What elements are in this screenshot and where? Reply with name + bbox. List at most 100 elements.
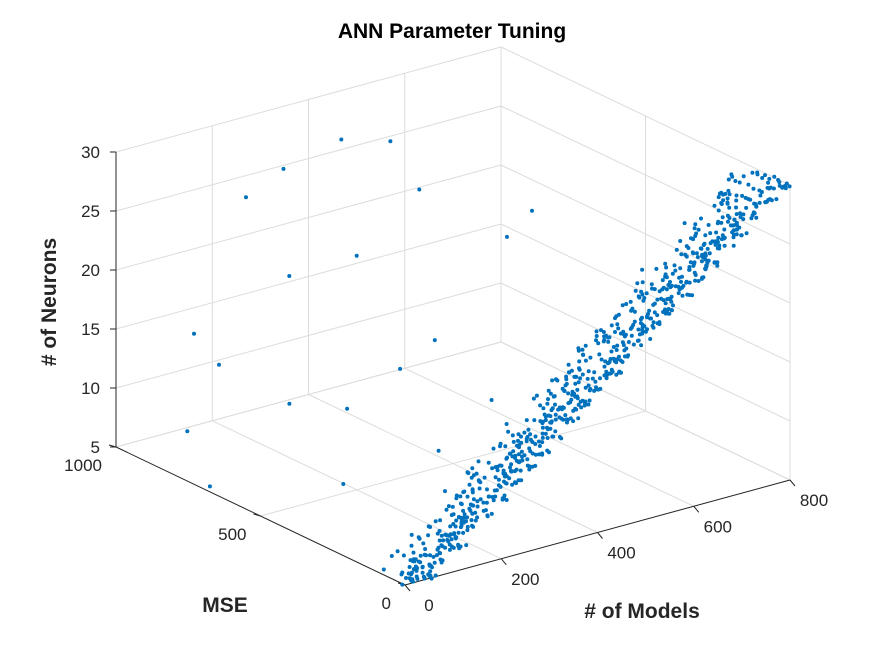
data-point [530,440,535,444]
data-point [606,360,611,365]
data-point [722,243,727,248]
data-point [700,254,704,259]
data-point [454,518,459,523]
data-point [437,529,442,533]
data-point [706,258,711,263]
data-point [581,353,586,357]
data-point [621,332,626,337]
data-points [185,137,792,587]
data-point [655,321,660,326]
data-point [740,193,745,198]
data-point [763,200,768,205]
data-point [560,386,565,391]
data-point [598,386,603,391]
data-point [692,226,697,231]
data-point [648,337,653,341]
data-point [413,557,418,562]
data-point [400,582,405,587]
data-point [478,497,483,502]
data-point [624,346,629,351]
data-point [629,325,634,330]
data-point [467,506,472,511]
data-point [566,401,571,406]
data-point [577,359,582,364]
data-point [592,370,597,375]
data-point [409,532,414,537]
data-point [476,459,481,464]
data-point [721,236,726,241]
axis-lines [108,151,796,592]
data-point [435,547,440,552]
data-point [475,499,480,504]
x-tick-label: 400 [607,544,635,563]
data-point [598,376,602,381]
data-point [454,496,459,501]
data-point [470,511,475,516]
data-point [516,459,521,464]
data-point [597,352,602,357]
data-point [715,221,720,226]
data-point [519,440,524,445]
data-point [549,420,554,425]
data-point [769,198,774,203]
data-point [426,533,431,538]
data-point [721,198,726,203]
data-point [664,265,669,270]
data-point [734,193,739,198]
data-point [669,308,674,313]
data-point [565,420,569,425]
data-point [601,339,606,344]
data-point [519,434,523,439]
data-point [727,192,732,197]
data-point [727,216,732,220]
data-point [389,554,394,558]
data-point [711,239,716,244]
data-point [437,538,442,543]
data-point [594,334,599,338]
data-point [666,283,671,287]
data-point [498,463,502,468]
data-point [613,330,617,334]
data-point [526,427,531,432]
data-point [553,402,557,407]
data-point [505,234,509,239]
data-point [616,312,621,317]
data-point [694,251,699,256]
data-point [636,327,641,332]
data-point [533,434,538,439]
data-point [465,528,470,533]
data-point [354,253,359,258]
data-point [594,338,598,343]
data-point [703,233,708,238]
data-point [498,441,503,446]
data-point [674,247,679,252]
data-point [687,265,692,269]
data-point [465,515,470,520]
data-point [767,176,772,181]
data-point [781,184,786,189]
data-point [431,554,436,559]
data-point [640,331,645,336]
data-point [757,200,762,205]
data-point [583,343,588,348]
data-point [439,543,444,548]
data-point [585,376,590,381]
data-point [735,223,739,228]
data-point [445,538,450,542]
data-point [719,220,724,225]
data-point [743,195,748,200]
data-point [640,322,645,327]
data-point [583,358,588,363]
data-point [545,436,550,440]
data-point [719,202,724,206]
data-point [673,268,678,273]
data-point [461,530,466,535]
data-point [557,415,562,420]
data-point [684,244,689,249]
data-point [287,274,292,278]
data-point [430,565,434,570]
data-point [652,287,657,292]
data-point [514,467,519,472]
data-point [631,342,636,347]
data-point [448,524,453,529]
